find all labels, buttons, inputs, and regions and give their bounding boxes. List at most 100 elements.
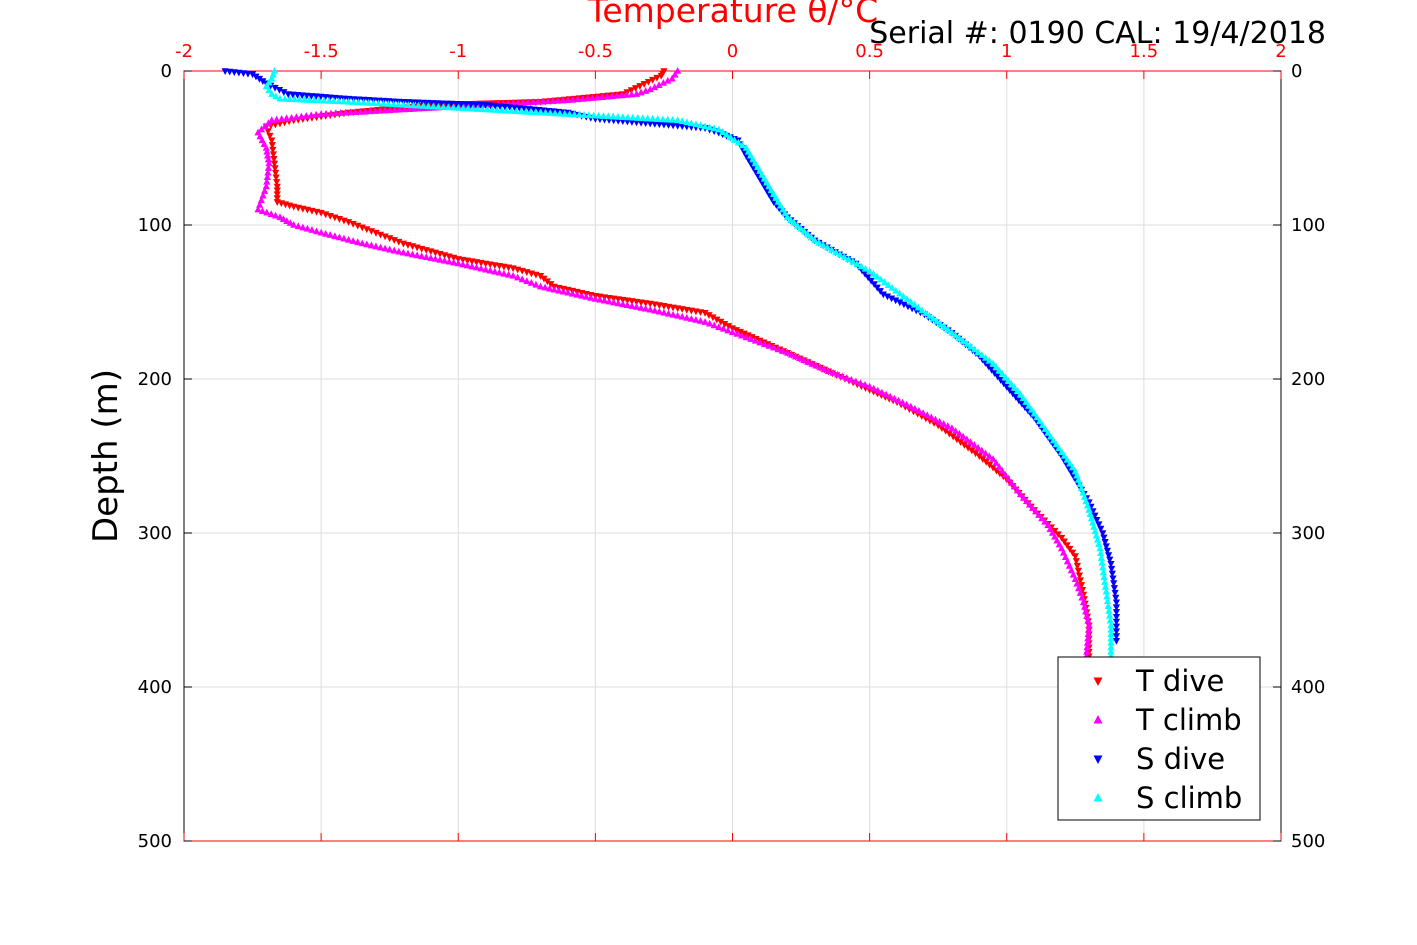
data-point	[273, 183, 281, 191]
data-point	[482, 265, 490, 273]
data-point	[1013, 386, 1022, 394]
data-point	[511, 104, 519, 112]
data-point	[783, 348, 791, 356]
data-point	[578, 291, 586, 299]
data-point	[1072, 558, 1080, 565]
data-point	[838, 372, 846, 380]
data-point	[1112, 633, 1121, 640]
data-point	[864, 274, 872, 282]
data-point	[254, 205, 262, 213]
data-point	[651, 83, 659, 91]
data-point	[816, 363, 824, 371]
data-point	[1106, 616, 1114, 624]
data-point	[1010, 482, 1018, 490]
data-point	[952, 331, 960, 339]
data-point	[395, 238, 403, 246]
data-point	[852, 377, 860, 385]
data-point	[807, 233, 815, 241]
data-point	[493, 106, 501, 113]
x-tick-label: -1	[449, 41, 467, 62]
data-point	[263, 147, 271, 155]
data-point	[968, 447, 976, 455]
x-tick-label: -0.5	[578, 41, 613, 62]
data-point	[264, 151, 272, 159]
data-point	[268, 116, 276, 124]
data-point	[433, 100, 441, 108]
data-point	[273, 187, 281, 195]
data-point	[556, 109, 564, 117]
data-point	[713, 316, 721, 324]
data-point	[651, 306, 659, 314]
data-point	[613, 91, 621, 99]
data-point	[364, 98, 373, 106]
data-point	[914, 303, 922, 311]
data-point	[1025, 401, 1033, 409]
data-point	[322, 229, 330, 237]
data-point	[384, 100, 393, 107]
data-point	[488, 105, 496, 113]
data-point	[262, 82, 270, 90]
data-point	[1049, 436, 1057, 444]
data-point	[669, 116, 677, 123]
data-point	[963, 340, 971, 347]
data-point	[1112, 609, 1121, 616]
data-point	[390, 237, 398, 244]
data-point	[404, 249, 412, 257]
legend-marker-s-dive	[1093, 755, 1103, 764]
data-point	[524, 98, 532, 106]
data-point	[1089, 518, 1097, 526]
data-point	[297, 112, 305, 120]
data-point	[440, 256, 449, 264]
data-point	[898, 398, 907, 406]
data-point	[1026, 500, 1034, 508]
data-point	[664, 76, 672, 84]
data-point	[774, 345, 782, 353]
legend-label-s-dive: S dive	[1136, 742, 1225, 776]
data-point	[960, 442, 968, 449]
data-point	[272, 174, 280, 182]
data-point	[477, 264, 485, 272]
data-point	[335, 233, 344, 241]
data-point	[1089, 508, 1097, 515]
data-point	[1073, 562, 1081, 570]
data-point	[879, 291, 887, 299]
data-point	[310, 96, 318, 104]
data-point	[1112, 604, 1121, 612]
data-point	[882, 390, 890, 398]
data-point	[642, 304, 650, 312]
data-point	[541, 108, 549, 116]
data-point	[1071, 553, 1079, 561]
data-point	[927, 413, 935, 421]
data-point	[583, 94, 592, 102]
data-point	[834, 370, 842, 378]
data-point	[787, 216, 795, 223]
data-point	[267, 210, 275, 218]
data-point	[331, 232, 339, 240]
data-point	[938, 425, 946, 432]
data-point	[414, 101, 422, 109]
data-point	[618, 91, 626, 99]
data-point	[811, 236, 819, 244]
data-point	[294, 222, 302, 230]
data-point	[878, 388, 886, 396]
data-point	[400, 105, 408, 113]
data-point	[1098, 558, 1106, 566]
data-point	[884, 281, 892, 288]
data-point	[519, 98, 527, 106]
data-point	[856, 379, 865, 387]
data-point	[1107, 643, 1115, 651]
data-point	[748, 334, 756, 341]
data-point	[892, 286, 900, 294]
data-point	[1001, 373, 1009, 381]
data-point	[779, 347, 787, 354]
data-point	[986, 461, 994, 469]
data-point	[1075, 572, 1084, 580]
data-point	[535, 107, 543, 114]
data-point	[674, 67, 682, 74]
data-point	[959, 337, 967, 344]
data-point	[1101, 582, 1110, 590]
data-point	[760, 340, 769, 348]
data-point	[815, 238, 823, 246]
data-point	[944, 422, 952, 429]
